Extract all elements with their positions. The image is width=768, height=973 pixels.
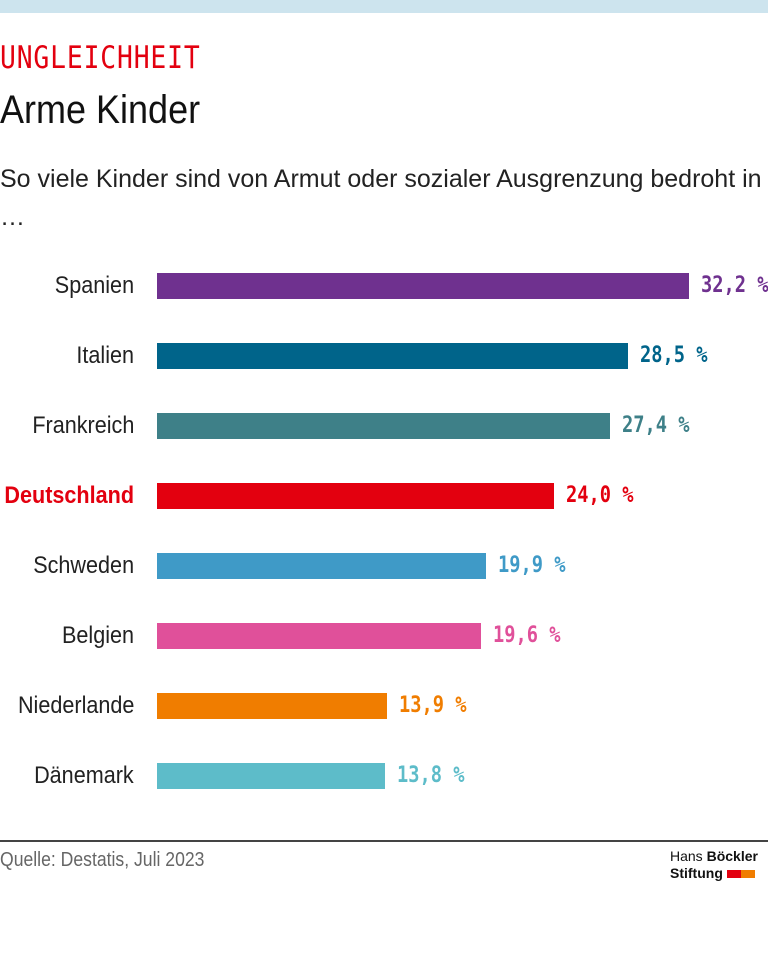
- value-label: 27,4 %: [621, 413, 690, 438]
- value-label: 24,0 %: [565, 483, 634, 508]
- bar-chart: Spanien 32,2 % Italien 28,5 % Frankreich 27,4…: [0, 250, 768, 810]
- chart-subtitle: So viele Kinder sind von Armut oder sozi…: [0, 165, 762, 231]
- logo-text: Stiftung: [670, 865, 723, 881]
- category-label: Dänemark: [34, 762, 134, 789]
- value-label: 13,8 %: [397, 763, 465, 788]
- category-label: Niederlande: [17, 692, 134, 719]
- bar-schweden: [157, 553, 486, 579]
- category-label: Schweden: [33, 552, 134, 579]
- bar-niederlande: [157, 693, 387, 719]
- logo-square-orange: [740, 870, 755, 879]
- value-label: 19,9 %: [497, 553, 566, 578]
- source-note: Quelle: Destatis, Juli 2023: [0, 849, 205, 871]
- logo: Hans Böckler Stiftung: [670, 848, 758, 882]
- value-label: 13,9 %: [398, 693, 467, 718]
- value-label: 19,6 %: [492, 623, 561, 648]
- bar-italien: [157, 343, 628, 369]
- logo-text: Hans: [670, 848, 703, 864]
- value-label: 28,5 %: [639, 343, 708, 368]
- divider: [0, 840, 768, 842]
- logo-text: Böckler: [706, 848, 758, 864]
- category-label: Spanien: [54, 272, 134, 299]
- bar-spanien: [157, 273, 689, 299]
- chart-title: Arme Kinder: [0, 88, 201, 132]
- category-label: Italien: [76, 342, 134, 369]
- kicker: UNGLEICHHEIT: [0, 40, 201, 76]
- category-label: Deutschland: [4, 482, 134, 509]
- logo-square-red: [726, 870, 741, 879]
- bar-belgien: [157, 623, 481, 649]
- category-label: Belgien: [61, 622, 134, 649]
- bar-frankreich: [157, 413, 610, 439]
- bar-deutschland: [157, 483, 554, 509]
- top-bar: [0, 0, 768, 13]
- category-label: Frankreich: [31, 412, 134, 439]
- bar-dänemark: [157, 763, 385, 789]
- value-label: 32,2 %: [701, 273, 768, 298]
